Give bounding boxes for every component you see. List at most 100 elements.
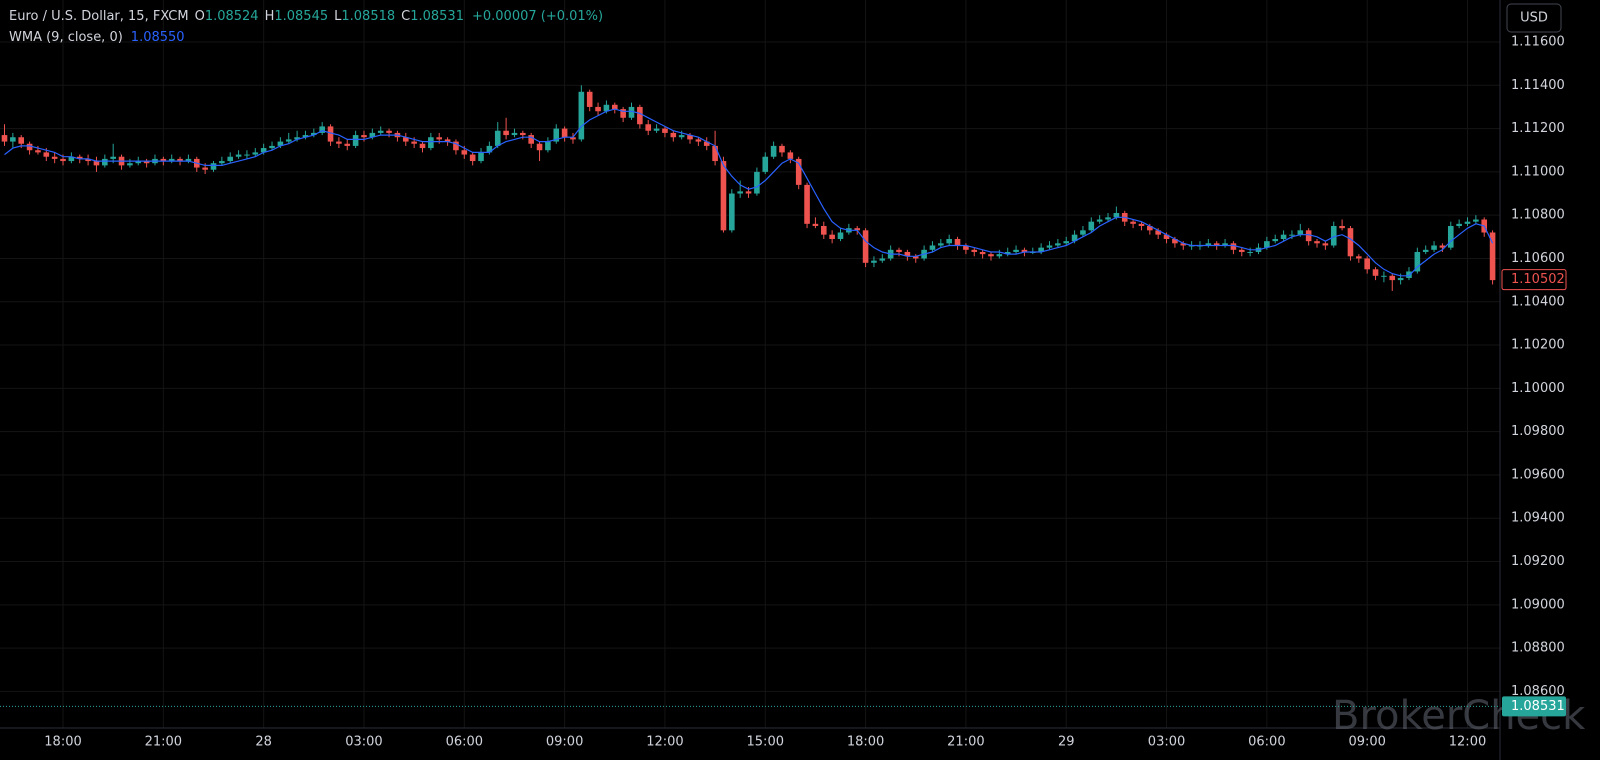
candle-body bbox=[678, 135, 685, 138]
x-tick-label: 21:00 bbox=[145, 735, 182, 750]
candle-body bbox=[1055, 243, 1061, 246]
candle-body bbox=[762, 156, 769, 172]
y-tick-label: 1.08600 bbox=[1511, 684, 1565, 699]
candle-body bbox=[1439, 245, 1446, 248]
candle-body bbox=[1247, 251, 1253, 253]
x-tick-label: 03:00 bbox=[1148, 735, 1185, 750]
candle-body bbox=[1180, 243, 1187, 246]
ohlc-label: H bbox=[264, 9, 275, 24]
y-tick-label: 1.09200 bbox=[1511, 554, 1565, 569]
candle-body bbox=[1347, 228, 1354, 257]
candle-body bbox=[285, 139, 292, 142]
x-tick-label: 28 bbox=[255, 735, 272, 750]
candle-body bbox=[545, 141, 551, 151]
candle-body bbox=[369, 132, 376, 138]
candle-body bbox=[235, 154, 242, 157]
price-line-tag bbox=[1502, 696, 1566, 717]
candle-body bbox=[1004, 251, 1011, 255]
candle-body bbox=[110, 156, 116, 159]
candle-body bbox=[461, 150, 468, 155]
candle-body bbox=[988, 254, 994, 257]
candle-body bbox=[1473, 219, 1479, 222]
candle-body bbox=[1314, 241, 1320, 244]
candle-body bbox=[620, 109, 626, 118]
candle-body bbox=[411, 141, 417, 144]
candle-body bbox=[1071, 234, 1078, 242]
x-tick-label: 18:00 bbox=[44, 735, 81, 750]
candle-body bbox=[60, 158, 66, 162]
candle-body bbox=[1063, 241, 1070, 244]
candle-body bbox=[377, 130, 384, 133]
candle-body bbox=[862, 230, 869, 263]
candle-body bbox=[1080, 230, 1086, 235]
y-tick-label: 1.11000 bbox=[1511, 164, 1565, 179]
candle-body bbox=[1013, 249, 1019, 252]
x-tick-label: 09:00 bbox=[1348, 735, 1385, 750]
candle-body bbox=[453, 141, 459, 151]
candle-body bbox=[185, 158, 192, 162]
candle-body bbox=[202, 167, 208, 170]
candle-body bbox=[1138, 223, 1145, 226]
x-tick-label: 12:00 bbox=[1449, 735, 1486, 750]
candle-body bbox=[1038, 247, 1044, 252]
candle-body bbox=[1163, 234, 1170, 239]
x-tick-label: 29 bbox=[1058, 735, 1075, 750]
candle-body bbox=[954, 238, 961, 246]
candle-body bbox=[1222, 243, 1228, 246]
candle-body bbox=[611, 104, 618, 110]
y-tick-label: 1.09400 bbox=[1511, 511, 1565, 526]
candle-body bbox=[478, 152, 484, 162]
candle-body bbox=[996, 254, 1003, 257]
candle-body bbox=[294, 137, 300, 140]
candle-body bbox=[10, 137, 16, 142]
currency-button-box bbox=[1506, 3, 1562, 33]
y-tick-label: 1.10800 bbox=[1511, 208, 1565, 223]
candle-body bbox=[1, 135, 8, 142]
legend: Euro / U.S. Dollar, 15, FXCM O1.08524 H1.0… bbox=[9, 6, 603, 48]
candle-body bbox=[595, 106, 601, 112]
candle-body bbox=[1297, 230, 1304, 235]
x-tick-label: 18:00 bbox=[847, 735, 884, 750]
candle-body bbox=[854, 228, 861, 231]
candle-body bbox=[628, 106, 635, 118]
change: +0.00007 (+0.01%) bbox=[471, 9, 604, 24]
ohlc-label: L bbox=[334, 9, 342, 24]
candle-body bbox=[561, 128, 568, 138]
candle-body bbox=[904, 251, 911, 257]
candle-body bbox=[43, 152, 50, 157]
candle-body bbox=[770, 145, 777, 157]
candle-body bbox=[971, 249, 978, 252]
ohlc-label: O bbox=[194, 9, 205, 24]
symbol: Euro / U.S. Dollar, 15, FXCM bbox=[9, 9, 189, 24]
candle-body bbox=[1264, 241, 1270, 248]
candle-body bbox=[319, 126, 325, 133]
ohlc-label: C bbox=[401, 9, 411, 24]
candle-body bbox=[386, 130, 392, 133]
candle-body bbox=[1280, 234, 1287, 239]
candle-body bbox=[302, 135, 309, 138]
candle-body bbox=[1155, 230, 1161, 235]
candle-body bbox=[269, 145, 275, 149]
x-tick-label: 09:00 bbox=[546, 735, 583, 750]
symbol-row: Euro / U.S. Dollar, 15, FXCM O1.08524 H1.0… bbox=[9, 6, 603, 27]
candle-body bbox=[486, 145, 493, 153]
candle-body bbox=[85, 158, 91, 162]
candle-body bbox=[469, 154, 476, 162]
candle-body bbox=[1422, 249, 1429, 252]
candle-body bbox=[1381, 275, 1387, 277]
y-tick-label: 1.10400 bbox=[1511, 294, 1565, 309]
candle-body bbox=[804, 184, 810, 224]
candle-body bbox=[1397, 277, 1404, 281]
candle-body bbox=[603, 104, 610, 112]
wma-line bbox=[4, 108, 1494, 277]
candle-body bbox=[168, 158, 175, 162]
y-tick-label: 1.09800 bbox=[1511, 424, 1565, 439]
candle-body bbox=[436, 137, 443, 140]
last-price-label: 1.10502 bbox=[1511, 272, 1565, 287]
candle-body bbox=[1330, 225, 1337, 246]
currency-button: USD bbox=[1520, 11, 1548, 26]
candle-body bbox=[511, 132, 518, 136]
candle-body bbox=[361, 135, 367, 138]
